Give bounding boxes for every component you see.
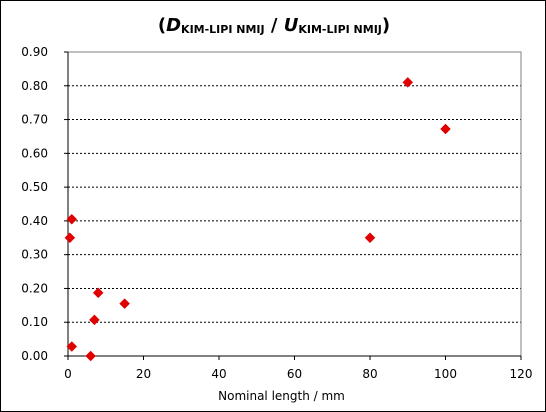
data-point — [66, 213, 78, 225]
axes — [64, 51, 522, 360]
data-point — [64, 232, 76, 244]
y-tick-label: 0.10 — [21, 315, 48, 329]
data-point — [119, 298, 130, 309]
y-axis-tick-labels: 0.00 0.10 0.20 0.30 0.40 0.50 0.60 0.70 0.80 0.90 — [21, 45, 48, 363]
y-tick-label: 0.80 — [21, 79, 48, 93]
data-point — [85, 350, 97, 362]
x-tick-label: 80 — [362, 367, 377, 381]
y-tick-label: 0.50 — [21, 180, 48, 194]
y-tick-label: 0.00 — [21, 349, 48, 363]
data-point — [364, 232, 376, 244]
x-tick-label: 60 — [287, 367, 302, 381]
y-tick-label: 0.90 — [21, 45, 48, 59]
chart-title: (DKIM-LIPI NMIJ / UKIM-LIPI NMIJ) — [1, 15, 546, 36]
data-point — [92, 287, 104, 299]
plot-area-border — [67, 51, 522, 357]
chart-title-part: KIM-LIPI NMIJ — [298, 23, 382, 36]
data-point — [89, 314, 100, 326]
chart-title-part: / — [264, 15, 284, 36]
data-point — [402, 77, 414, 88]
x-tick-label: 40 — [211, 367, 226, 381]
y-tick-label: 0.30 — [21, 248, 48, 262]
chart-title-part: U — [283, 15, 299, 36]
x-tick-label: 0 — [64, 367, 72, 381]
x-axis-title: Nominal length / mm — [218, 389, 345, 403]
y-tick-label: 0.20 — [21, 281, 48, 295]
x-tick-label: 100 — [434, 367, 457, 381]
chart-title-part: KIM-LIPI NMIJ — [181, 23, 265, 36]
y-tick-label: 0.70 — [21, 113, 48, 127]
chart-title-part: D — [166, 15, 182, 36]
data-point — [66, 341, 78, 352]
x-tick-label: 120 — [510, 367, 533, 381]
gridlines — [68, 85, 521, 323]
chart-title-part: ) — [381, 15, 391, 36]
chart-title-part: ( — [157, 15, 167, 36]
y-tick-label: 0.40 — [21, 214, 48, 228]
data-points — [64, 77, 451, 362]
x-axis-tick-labels: 0 20 40 60 80 100 120 — [64, 367, 532, 381]
x-tick-label: 20 — [136, 367, 151, 381]
data-point — [440, 123, 451, 135]
y-tick-label: 0.60 — [21, 146, 48, 160]
